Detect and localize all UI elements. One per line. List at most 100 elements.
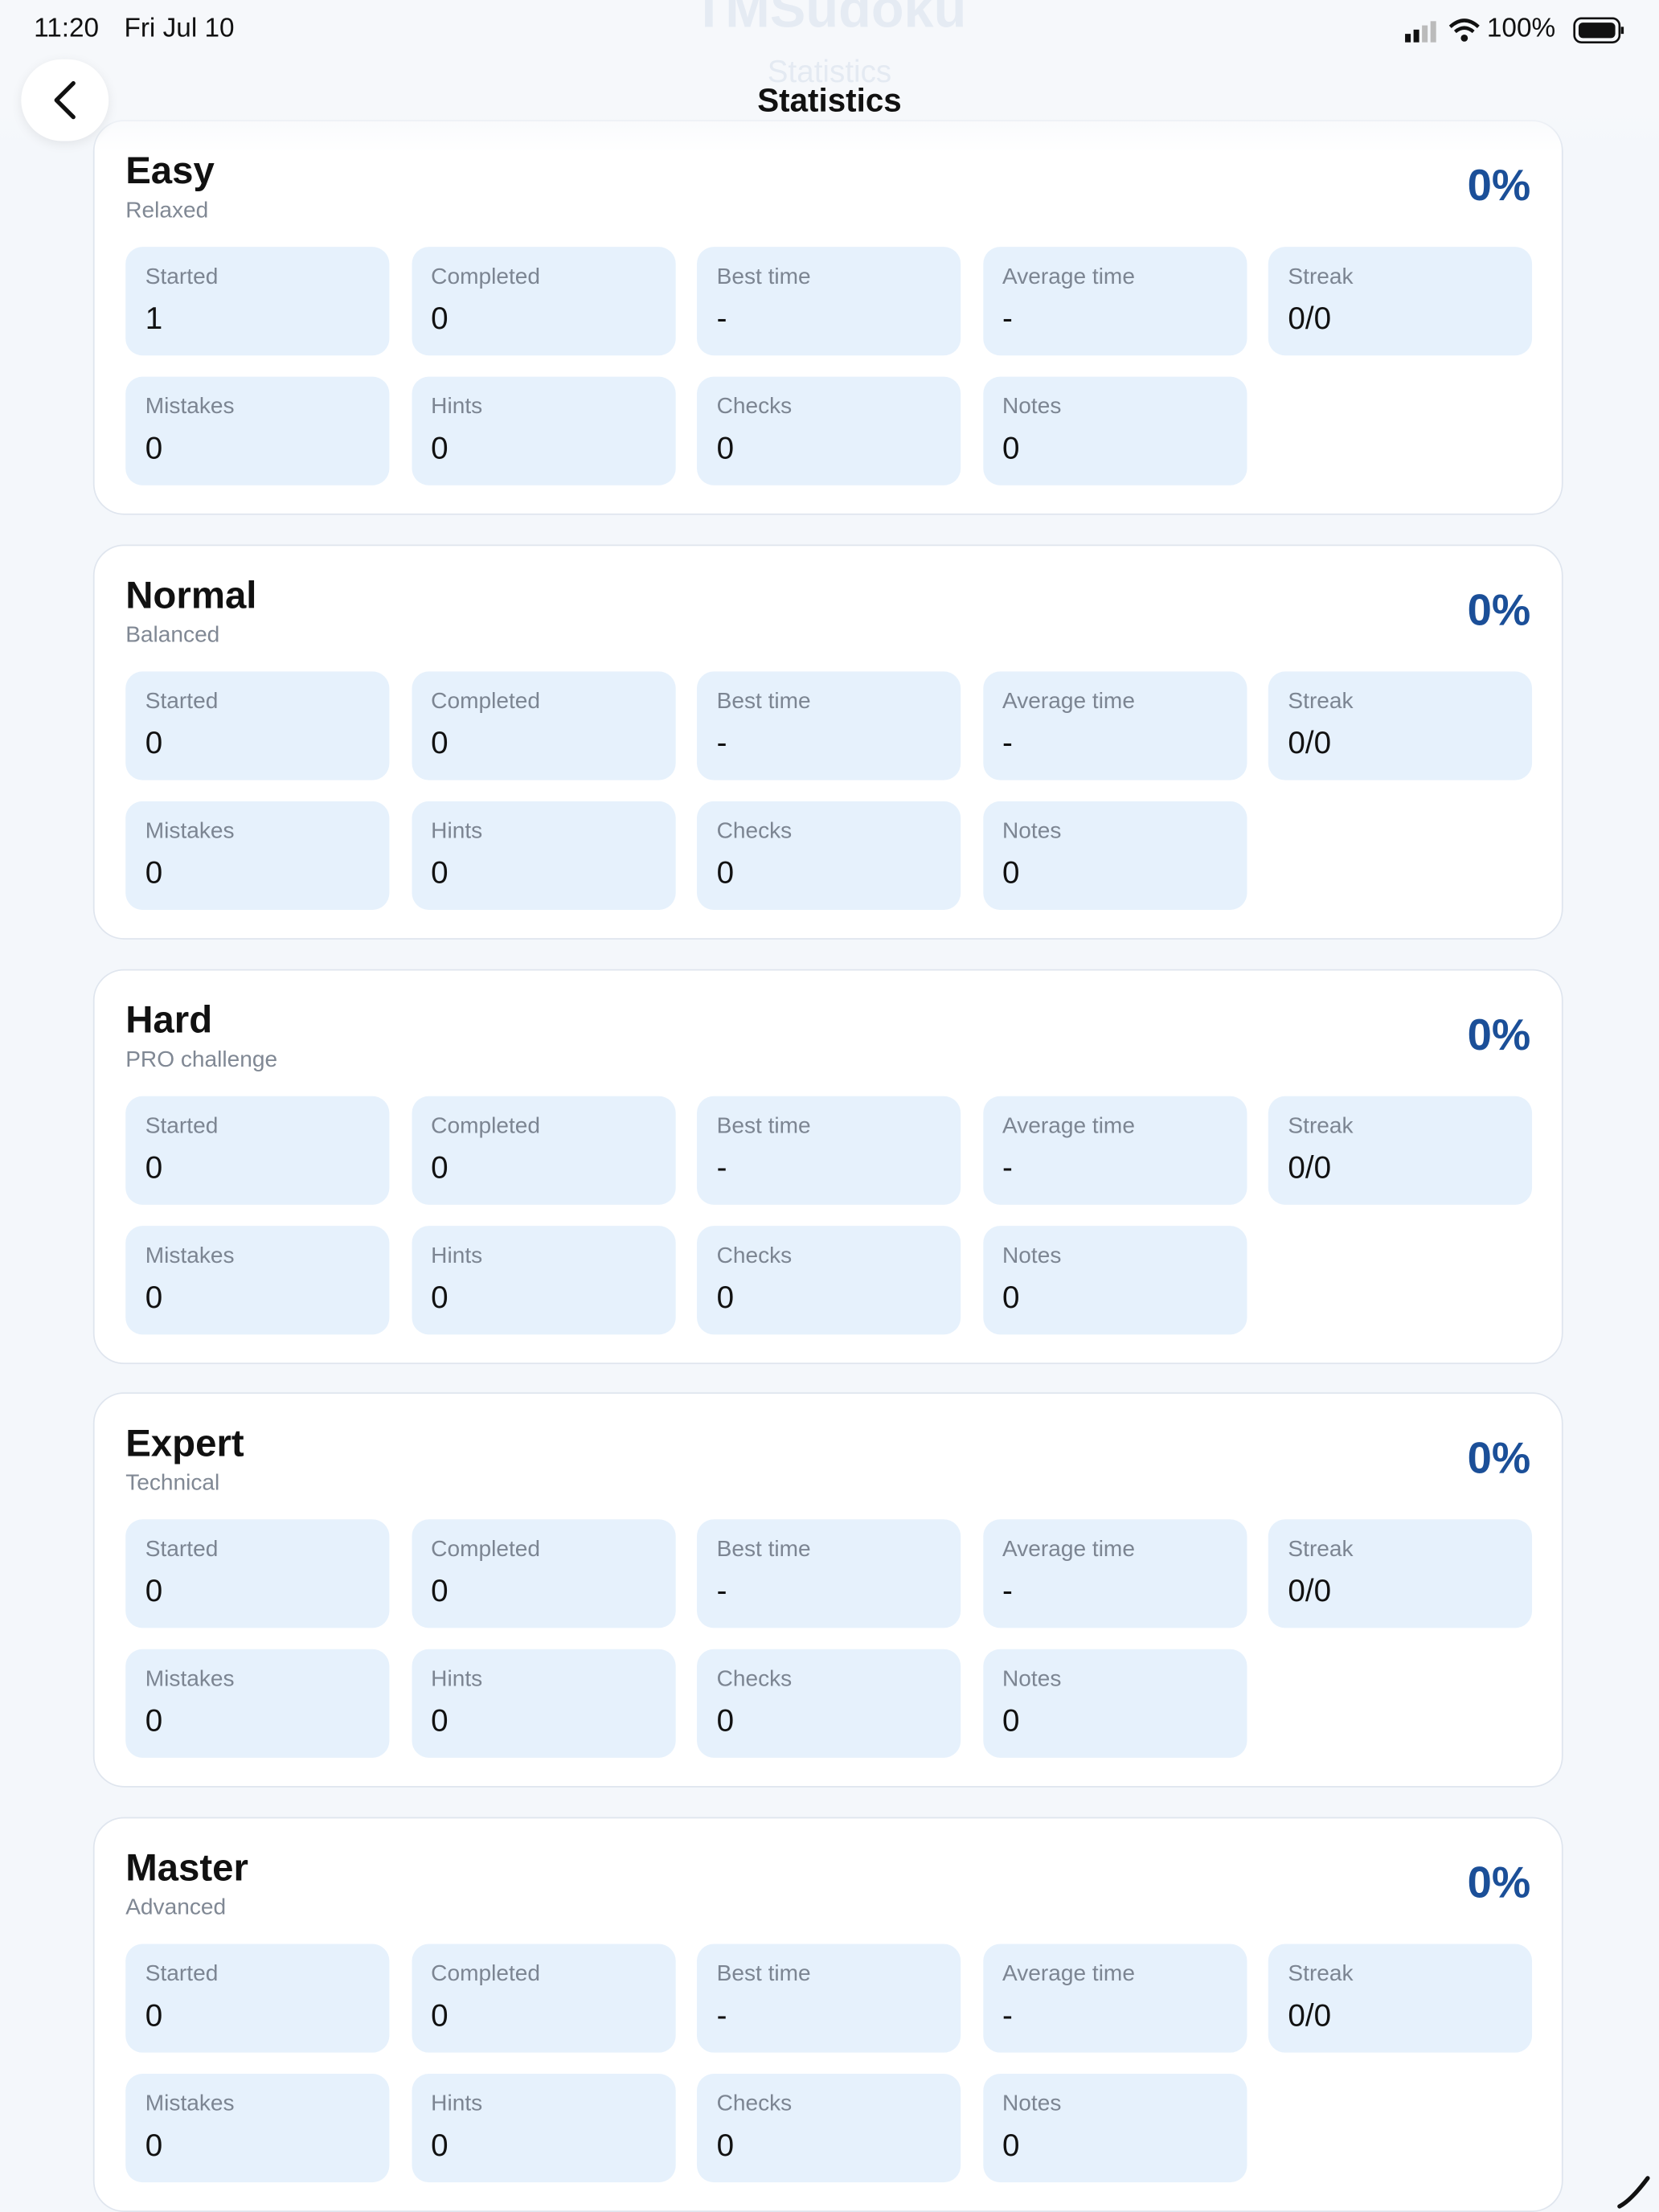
stat-tile: Checks 0 (697, 1649, 961, 1759)
stat-label: Completed (431, 1113, 540, 1138)
difficulty-subtitle: Advanced (125, 1895, 227, 1920)
stat-label: Average time (1002, 1113, 1135, 1138)
stat-value: 1 (145, 300, 163, 336)
stat-label: Hints (431, 2091, 483, 2116)
stat-value: - (1002, 300, 1013, 336)
difficulty-subtitle: Technical (125, 1472, 220, 1496)
stat-label: Streak (1288, 1113, 1354, 1138)
stat-label: Notes (1002, 2091, 1062, 2116)
stat-label: Started (145, 1113, 219, 1138)
stat-value: 0 (431, 1573, 449, 1609)
stat-tile: Average time - (982, 1095, 1247, 1204)
completion-percent: 0% (1467, 584, 1531, 635)
stat-tile: Started 0 (125, 1944, 390, 2053)
difficulty-subtitle: Relaxed (125, 199, 209, 223)
stat-value: - (716, 300, 727, 336)
stat-tile: Mistakes 0 (125, 1649, 390, 1759)
background-subtitle: Statistics (767, 53, 892, 89)
stat-tile: Checks 0 (697, 376, 961, 485)
stat-tile: Hints 0 (411, 801, 675, 910)
stat-label: Best time (716, 264, 811, 289)
stat-tile: Notes 0 (982, 2073, 1247, 2183)
stat-value: 0 (431, 854, 449, 891)
stat-label: Hints (431, 819, 483, 844)
stat-label: Average time (1002, 689, 1135, 714)
stat-tile: Hints 0 (411, 2073, 675, 2183)
stat-value: 0 (716, 2127, 735, 2163)
stat-label: Notes (1002, 819, 1062, 844)
completion-percent: 0% (1467, 1858, 1531, 1907)
stat-tile: Mistakes 0 (125, 1225, 390, 1334)
stat-tile: Best time - (697, 1095, 961, 1204)
stat-value: 0 (145, 430, 163, 466)
difficulty-card: Expert Technical 0% Started 0 Completed 0 Best … (92, 1392, 1563, 1788)
stat-tile: Streak 0/0 (1268, 1944, 1533, 2053)
corner-indicator (1617, 2176, 1650, 2209)
stat-value: 0 (145, 724, 163, 760)
status-icons (1405, 17, 1624, 43)
stat-label: Average time (1002, 1538, 1135, 1563)
stat-value: - (1002, 1573, 1013, 1609)
stat-label: Hints (431, 1667, 483, 1692)
stat-label: Hints (431, 395, 483, 420)
stat-tile: Hints 0 (411, 1225, 675, 1334)
stat-tile: Completed 0 (411, 247, 675, 356)
stat-tile: Streak 0/0 (1268, 247, 1533, 356)
stat-label: Checks (716, 819, 793, 844)
stat-tile: Average time - (982, 247, 1247, 356)
stat-tile: Started 0 (125, 1095, 390, 1204)
stat-tile: Hints 0 (411, 1649, 675, 1759)
stat-label: Notes (1002, 1667, 1062, 1692)
stat-value: 0 (716, 854, 735, 891)
stat-label: Checks (716, 1667, 793, 1692)
stat-tile: Checks 0 (697, 801, 961, 910)
stat-value: 0/0 (1288, 1149, 1332, 1185)
stat-value: 0 (145, 1997, 163, 2034)
stat-label: Started (145, 264, 219, 289)
stat-tile: Started 1 (125, 247, 390, 356)
header-fade (0, 0, 1659, 153)
stat-label: Streak (1288, 1962, 1354, 1987)
back-button[interactable] (21, 59, 109, 141)
stat-tile: Started 0 (125, 670, 390, 780)
difficulty-name: Expert (125, 1422, 244, 1465)
stat-label: Started (145, 689, 219, 714)
stat-value: - (716, 724, 727, 760)
stat-value: - (716, 1997, 727, 2034)
stat-value: 0 (145, 1573, 163, 1609)
completion-percent: 0% (1467, 161, 1531, 211)
stat-value: - (1002, 1149, 1013, 1185)
stat-value: 0 (431, 1278, 449, 1314)
stat-tile: Notes 0 (982, 376, 1247, 485)
stat-tile: Completed 0 (411, 1095, 675, 1204)
difficulty-subtitle: Balanced (125, 623, 220, 648)
difficulty-name: Hard (125, 997, 213, 1041)
stat-tile: Streak 0/0 (1268, 1095, 1533, 1204)
stat-tile: Started 0 (125, 1519, 390, 1628)
status-date: Fri Jul 10 (124, 14, 235, 44)
stat-value: 0 (716, 1702, 735, 1739)
stat-value: 0 (431, 1997, 449, 2034)
stat-value: - (716, 1149, 727, 1185)
stat-value: 0 (431, 300, 449, 336)
stat-label: Average time (1002, 264, 1135, 289)
difficulty-card: Normal Balanced 0% Started 0 Completed 0 Best t… (92, 544, 1563, 940)
stat-value: - (1002, 724, 1013, 760)
status-time: 11:20 (34, 14, 100, 44)
stat-tile: Notes 0 (982, 1649, 1247, 1759)
stat-value: 0 (145, 1702, 163, 1739)
stat-tile: Mistakes 0 (125, 376, 390, 485)
completion-percent: 0% (1467, 1009, 1531, 1059)
stat-label: Completed (431, 689, 540, 714)
stat-tile: Mistakes 0 (125, 801, 390, 910)
status-battery: 100% (1486, 14, 1556, 44)
stat-value: 0 (145, 854, 163, 891)
stat-value: 0 (1002, 1702, 1020, 1739)
stat-value: 0 (1002, 430, 1020, 466)
stat-label: Mistakes (145, 395, 235, 420)
stat-label: Average time (1002, 1962, 1135, 1987)
stat-tile: Average time - (982, 1944, 1247, 2053)
stat-tile: Checks 0 (697, 2073, 961, 2183)
difficulty-subtitle: PRO challenge (125, 1047, 278, 1071)
stat-tile: Streak 0/0 (1268, 670, 1533, 780)
